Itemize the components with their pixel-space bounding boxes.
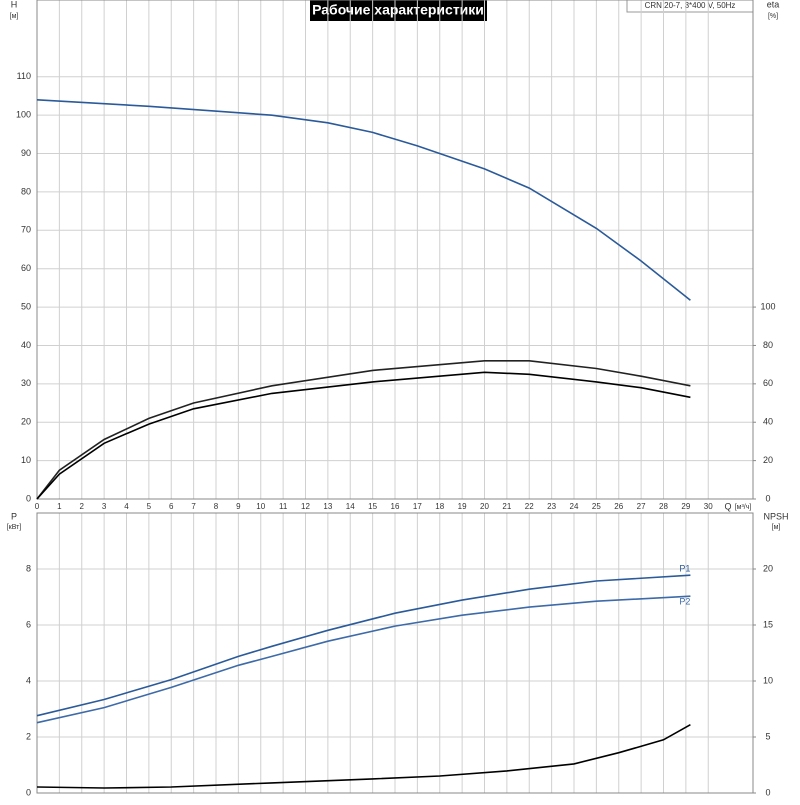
x-tick-label: 24	[570, 502, 579, 511]
x-tick-label: 14	[346, 502, 355, 511]
y-tick-label: 60	[21, 263, 31, 273]
x-tick-label: 4	[124, 502, 129, 511]
data-line	[36, 360, 691, 500]
y2-tick-label: 100	[760, 301, 775, 311]
y2-tick-label: 80	[763, 340, 773, 350]
x-tick-label: 28	[659, 502, 668, 511]
y2-label: eta	[767, 0, 780, 9]
x-tick-label: 6	[169, 502, 174, 511]
y-tick-label: 4	[26, 675, 31, 685]
plot-frame	[36, 512, 754, 794]
x-tick-label: 10	[256, 502, 265, 511]
y2-tick-label: 5	[765, 731, 770, 741]
x-tick-label: 25	[592, 502, 601, 511]
x-tick-label: 29	[681, 502, 690, 511]
data-line	[36, 371, 691, 500]
x-tick-label: 12	[301, 502, 310, 511]
y2-tick-label: 20	[763, 455, 773, 465]
data-line	[36, 724, 691, 789]
x-unit: [м³/ч]	[735, 504, 752, 511]
data-line	[36, 99, 691, 301]
series-label: P1	[679, 564, 690, 574]
x-tick-label: 16	[391, 502, 400, 511]
y-tick-label: 0	[26, 493, 31, 503]
y-tick-label: 80	[21, 186, 31, 196]
y-tick-label: 0	[26, 787, 31, 797]
y2-tick-label: 40	[763, 417, 773, 427]
y-tick-label: 90	[21, 148, 31, 158]
data-line	[36, 574, 691, 717]
y2-tick-label: 60	[763, 378, 773, 388]
x-tick-label: 13	[323, 502, 332, 511]
series-label: P2	[679, 597, 690, 607]
y2-unit: [м]	[772, 524, 781, 531]
x-tick-label: 0	[35, 502, 40, 511]
x-tick-label: 22	[525, 502, 534, 511]
y-tick-label: 20	[21, 417, 31, 427]
x-tick-label: 15	[368, 502, 377, 511]
x-tick-label: 11	[279, 502, 288, 511]
y2-tick-label: 0	[765, 787, 770, 797]
y-tick-label: 2	[26, 731, 31, 741]
y-tick-label: 70	[21, 225, 31, 235]
y-tick-label: 8	[26, 563, 31, 573]
y-label: P	[11, 511, 17, 521]
title-box	[310, 0, 487, 21]
x-tick-label: 30	[704, 502, 713, 511]
x-tick-label: 7	[191, 502, 196, 511]
y2-unit: [%]	[768, 13, 778, 20]
y-tick-label: 10	[21, 455, 31, 465]
x-tick-label: 20	[480, 502, 489, 511]
y-tick-label: 100	[16, 110, 31, 120]
plot-frame	[36, 0, 754, 500]
x-tick-label: 18	[435, 502, 444, 511]
chart-title: Рабочие характеристики	[312, 2, 484, 18]
y2-tick-label: 0	[765, 493, 770, 503]
y2-tick-label: 15	[763, 619, 773, 629]
x-tick-label: 27	[637, 502, 646, 511]
y-unit: [м]	[10, 13, 19, 20]
y-label: H	[11, 0, 18, 9]
y-unit: [кВт]	[7, 524, 22, 531]
x-tick-label: 19	[458, 502, 467, 511]
x-tick-label: 23	[547, 502, 556, 511]
y-tick-label: 110	[17, 71, 31, 81]
x-tick-label: 1	[57, 502, 62, 511]
subtitle: CRN 20-7, 3*400 V, 50Hz	[645, 1, 736, 10]
x-tick-label: 21	[502, 502, 511, 511]
data-line	[36, 595, 691, 724]
x-tick-label: 26	[614, 502, 623, 511]
y2-label: NPSH	[763, 511, 788, 521]
y-tick-label: 50	[21, 301, 31, 311]
x-tick-label: 5	[147, 502, 152, 511]
y-tick-label: 6	[26, 619, 31, 629]
y-tick-label: 40	[21, 340, 31, 350]
x-tick-label: 8	[214, 502, 219, 511]
x-label: Q	[724, 501, 731, 511]
y-tick-label: 30	[21, 378, 31, 388]
x-tick-label: 9	[236, 502, 241, 511]
y2-tick-label: 20	[763, 563, 773, 573]
x-tick-label: 17	[413, 502, 422, 511]
x-tick-label: 2	[80, 502, 85, 511]
y2-tick-label: 10	[763, 675, 773, 685]
x-tick-label: 3	[102, 502, 107, 511]
